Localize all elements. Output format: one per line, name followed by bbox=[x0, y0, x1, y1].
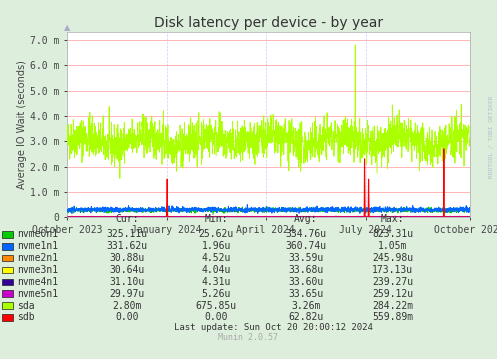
Text: 259.12u: 259.12u bbox=[372, 289, 413, 299]
Text: 25.62u: 25.62u bbox=[199, 229, 234, 239]
Text: 29.97u: 29.97u bbox=[109, 289, 144, 299]
Text: sdb: sdb bbox=[17, 312, 35, 322]
Text: Cur:: Cur: bbox=[115, 214, 139, 224]
Text: 331.62u: 331.62u bbox=[106, 241, 147, 251]
Text: 245.98u: 245.98u bbox=[372, 253, 413, 263]
Text: nvme3n1: nvme3n1 bbox=[17, 265, 59, 275]
Text: 1.96u: 1.96u bbox=[201, 241, 231, 251]
Text: 2.80m: 2.80m bbox=[112, 300, 142, 311]
Text: 823.31u: 823.31u bbox=[372, 229, 413, 239]
Text: RRDTOOL / TOBI OETIKER: RRDTOOL / TOBI OETIKER bbox=[489, 95, 494, 178]
Text: 30.64u: 30.64u bbox=[109, 265, 144, 275]
Text: 239.27u: 239.27u bbox=[372, 277, 413, 287]
Text: 0.00: 0.00 bbox=[204, 312, 228, 322]
Text: 284.22m: 284.22m bbox=[372, 300, 413, 311]
Text: ▲: ▲ bbox=[64, 23, 71, 32]
Text: 173.13u: 173.13u bbox=[372, 265, 413, 275]
Text: 31.10u: 31.10u bbox=[109, 277, 144, 287]
Text: 33.68u: 33.68u bbox=[288, 265, 323, 275]
Text: Munin 2.0.57: Munin 2.0.57 bbox=[219, 333, 278, 342]
Text: 4.31u: 4.31u bbox=[201, 277, 231, 287]
Text: nvme4n1: nvme4n1 bbox=[17, 277, 59, 287]
Text: 33.60u: 33.60u bbox=[288, 277, 323, 287]
Title: Disk latency per device - by year: Disk latency per device - by year bbox=[154, 16, 383, 30]
Text: nvme0n1: nvme0n1 bbox=[17, 229, 59, 239]
Text: 4.52u: 4.52u bbox=[201, 253, 231, 263]
Text: Max:: Max: bbox=[381, 214, 405, 224]
Text: Avg:: Avg: bbox=[294, 214, 318, 224]
Text: 33.59u: 33.59u bbox=[288, 253, 323, 263]
Text: 360.74u: 360.74u bbox=[285, 241, 326, 251]
Text: sda: sda bbox=[17, 300, 35, 311]
Text: 559.89m: 559.89m bbox=[372, 312, 413, 322]
Text: Last update: Sun Oct 20 20:00:12 2024: Last update: Sun Oct 20 20:00:12 2024 bbox=[174, 323, 373, 332]
Text: 325.11u: 325.11u bbox=[106, 229, 147, 239]
Text: nvme2n1: nvme2n1 bbox=[17, 253, 59, 263]
Text: 62.82u: 62.82u bbox=[288, 312, 323, 322]
Text: 0.00: 0.00 bbox=[115, 312, 139, 322]
Text: 4.04u: 4.04u bbox=[201, 265, 231, 275]
Text: Min:: Min: bbox=[204, 214, 228, 224]
Text: 675.85u: 675.85u bbox=[196, 300, 237, 311]
Text: nvme5n1: nvme5n1 bbox=[17, 289, 59, 299]
Text: 3.26m: 3.26m bbox=[291, 300, 321, 311]
Y-axis label: Average IO Wait (seconds): Average IO Wait (seconds) bbox=[17, 60, 27, 189]
Text: 33.65u: 33.65u bbox=[288, 289, 323, 299]
Text: 1.05m: 1.05m bbox=[378, 241, 408, 251]
Text: 30.88u: 30.88u bbox=[109, 253, 144, 263]
Text: 334.76u: 334.76u bbox=[285, 229, 326, 239]
Text: 5.26u: 5.26u bbox=[201, 289, 231, 299]
Text: nvme1n1: nvme1n1 bbox=[17, 241, 59, 251]
